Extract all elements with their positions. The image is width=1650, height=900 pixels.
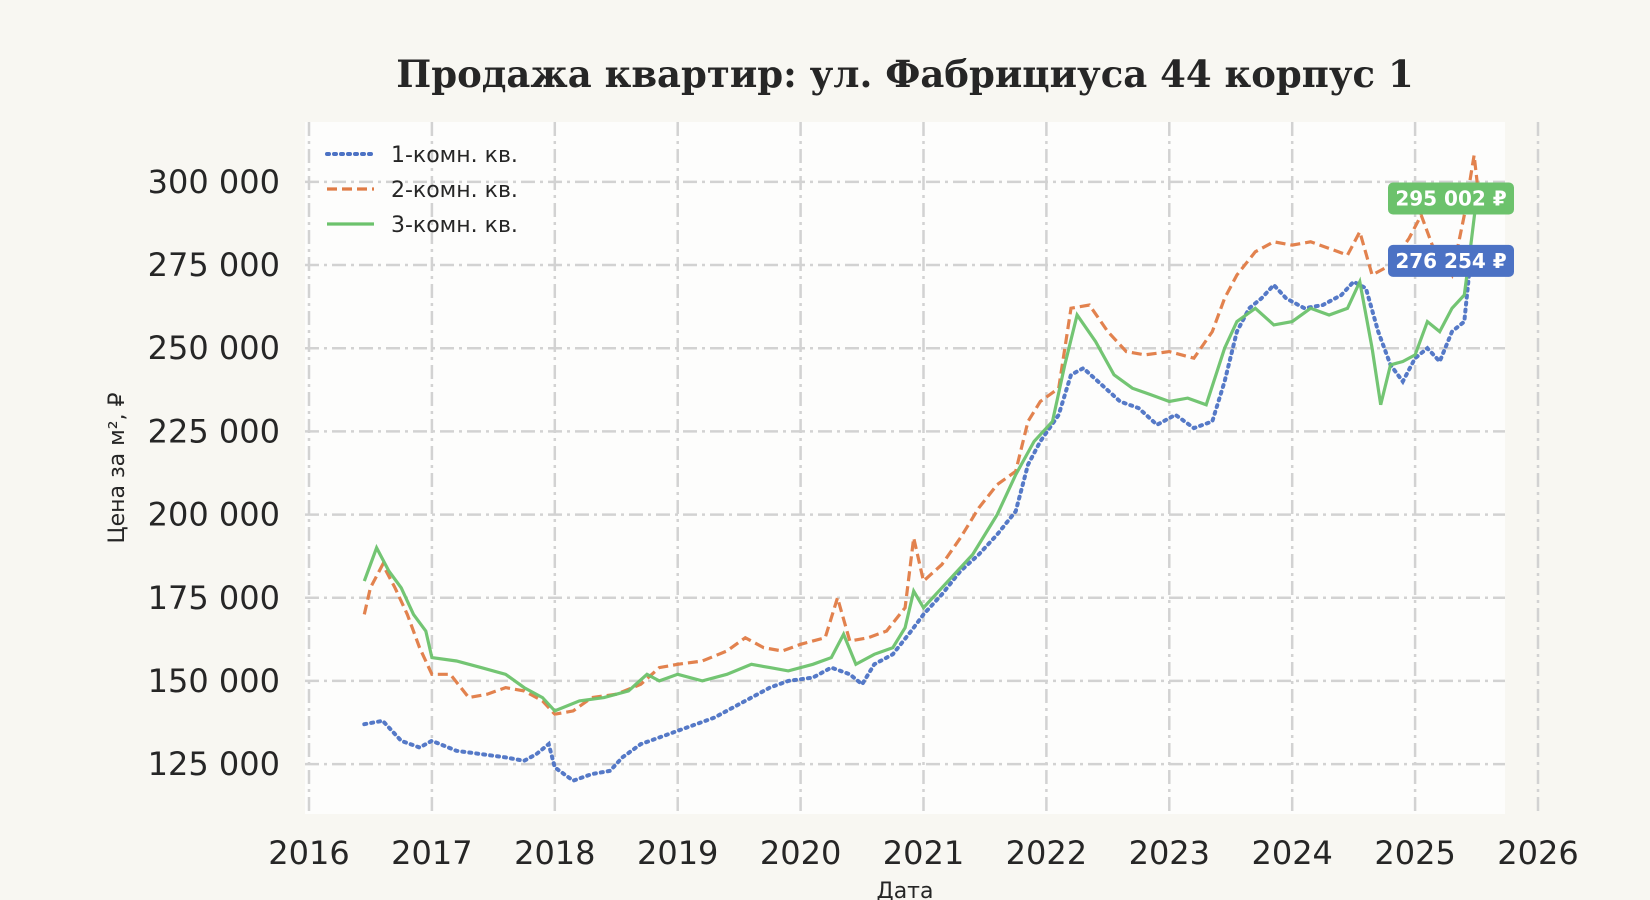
y-tick-label: 300 000 xyxy=(148,163,280,201)
y-tick-label: 275 000 xyxy=(148,246,280,284)
series-lines xyxy=(362,155,1481,783)
series-line xyxy=(362,258,1473,783)
plot-area xyxy=(305,122,1505,814)
x-tick-label: 2019 xyxy=(637,834,718,872)
x-tick-label: 2017 xyxy=(391,834,472,872)
end-label-box xyxy=(1388,244,1514,277)
y-tick-label: 125 000 xyxy=(148,745,280,783)
series-line xyxy=(362,155,1481,716)
end-label-text: 276 254 ₽ xyxy=(1395,249,1506,273)
y-tick-label: 150 000 xyxy=(148,662,280,700)
series-line xyxy=(362,198,1479,713)
legend-label: 2-комн. кв. xyxy=(391,178,518,203)
legend-label: 3-комн. кв. xyxy=(391,213,518,238)
y-tick-label: 250 000 xyxy=(148,329,280,367)
x-tick-label: 2026 xyxy=(1497,834,1578,872)
y-tick-label: 175 000 xyxy=(148,579,280,617)
end-label-text: 295 002 ₽ xyxy=(1395,187,1506,211)
x-tick-labels: 2016 2017 2018 2019 2020 2021 2022 2023 2024 2025… xyxy=(268,834,1578,872)
x-tick-label: 2022 xyxy=(1006,834,1087,872)
x-tick-label: 2021 xyxy=(883,834,964,872)
x-tick-label: 2025 xyxy=(1374,834,1455,872)
grid-lines xyxy=(305,122,1540,814)
y-tick-labels: 125 000 150 000 175 000 200 000 225 000 250 0… xyxy=(148,163,280,783)
x-tick-label: 2016 xyxy=(268,834,349,872)
legend: 1-комн. кв. 2-комн. кв. 3-комн. кв. xyxy=(325,143,518,238)
x-tick-label: 2023 xyxy=(1129,834,1210,872)
y-axis-title: Цена за м², ₽ xyxy=(105,392,130,543)
x-tick-label: 2020 xyxy=(760,834,841,872)
end-label-box xyxy=(1388,182,1514,215)
legend-label: 1-комн. кв. xyxy=(391,143,518,168)
end-labels: 276 254 ₽ 295 002 ₽ xyxy=(1388,182,1514,277)
x-tick-label: 2018 xyxy=(514,834,595,872)
x-axis-title: Дата xyxy=(877,879,934,900)
x-tick-label: 2024 xyxy=(1251,834,1332,872)
y-tick-label: 200 000 xyxy=(148,496,280,534)
y-tick-label: 225 000 xyxy=(148,412,280,450)
chart-title: Продажа квартир: ул. Фабрициуса 44 корпу… xyxy=(396,52,1414,96)
